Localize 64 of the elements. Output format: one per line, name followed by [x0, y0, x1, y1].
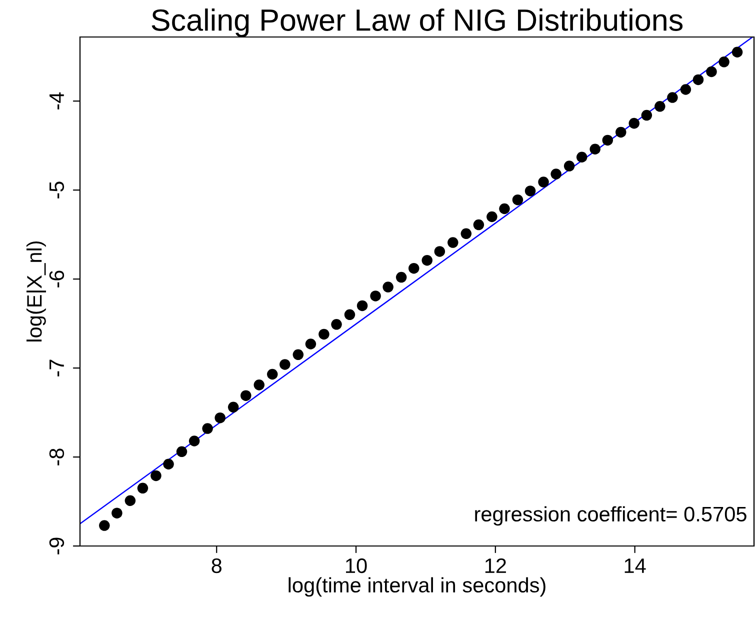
point: [538, 176, 549, 188]
point: [292, 349, 304, 360]
point: [524, 186, 536, 196]
point: [473, 219, 484, 230]
point: [202, 423, 213, 434]
point: [99, 520, 110, 531]
point: [280, 359, 290, 370]
point: [654, 101, 666, 112]
point: [680, 84, 692, 95]
x-tick-label: 12: [485, 558, 506, 573]
chart-title: Scaling Power Law of NIG Distributions: [152, 8, 683, 37]
point: [718, 56, 730, 68]
point: [188, 436, 200, 446]
point: [590, 144, 600, 154]
point: [692, 74, 704, 86]
point: [486, 211, 498, 222]
point: [499, 203, 510, 214]
y-tick-label: -5: [50, 182, 64, 198]
point: [228, 402, 239, 413]
point: [254, 380, 265, 390]
y-tick-label: -7: [50, 360, 64, 376]
annotation: regression coefficent= 0.5705: [475, 506, 746, 526]
point: [564, 160, 575, 172]
point: [331, 319, 342, 330]
point: [382, 282, 394, 292]
point: [602, 134, 614, 146]
point: [112, 508, 122, 518]
point: [163, 458, 174, 470]
y-tick-label: -9: [49, 538, 64, 554]
point: [641, 110, 652, 121]
point: [137, 482, 148, 494]
point: [706, 66, 717, 78]
x-tick-label: 14: [624, 558, 646, 573]
point: [422, 254, 432, 266]
point: [150, 470, 162, 482]
point: [124, 495, 136, 506]
y-axis-title: log(E|X_nl): [26, 241, 46, 342]
x-tick-label: 8: [212, 558, 222, 574]
x-axis-title: log(time interval in seconds): [288, 577, 546, 597]
point: [615, 126, 626, 138]
point: [356, 300, 368, 312]
point: [576, 152, 588, 163]
point: [370, 290, 381, 302]
y-tick-label: -4: [50, 92, 64, 110]
point: [396, 272, 407, 283]
point: [266, 368, 278, 380]
x-tick-label: 10: [346, 558, 367, 574]
point: [344, 309, 356, 320]
point: [240, 390, 252, 401]
point: [550, 168, 562, 180]
y-tick-label: -6: [49, 270, 64, 288]
y-tick-label: -8: [49, 448, 64, 466]
point: [448, 237, 458, 248]
point: [434, 246, 446, 257]
point: [318, 328, 330, 340]
point: [732, 46, 743, 58]
point: [512, 194, 524, 206]
point: [176, 446, 188, 458]
point: [214, 412, 226, 424]
point: [667, 92, 678, 103]
point: [460, 228, 472, 240]
point: [628, 118, 640, 129]
point: [408, 262, 420, 274]
point: [305, 338, 316, 350]
